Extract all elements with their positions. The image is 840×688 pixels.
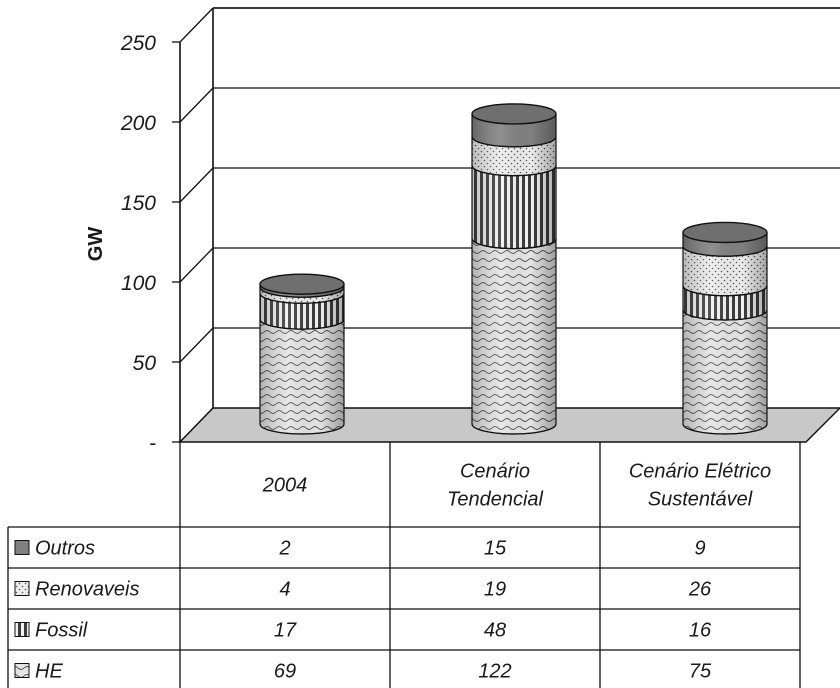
legend-swatch [14, 622, 30, 637]
bar-stack [682, 221, 768, 435]
legend-label: Outros [35, 538, 95, 560]
bar-shading [683, 310, 767, 434]
gridline-side [179, 167, 214, 203]
table-value: 19 [484, 579, 506, 601]
segment-seam [471, 423, 557, 435]
table-value: 122 [478, 661, 511, 683]
category-label: Sustentável [648, 489, 753, 511]
y-tick-label: 50 [133, 352, 157, 375]
bar-top-cap [259, 273, 345, 295]
gridline-side [179, 247, 214, 283]
table-value: 75 [689, 661, 712, 683]
legend-swatch [14, 663, 30, 678]
table-value: 69 [274, 661, 296, 683]
table-value: 17 [274, 620, 297, 642]
table-value: 2 [278, 538, 290, 560]
bar-shading [472, 113, 556, 147]
segment-seam [682, 423, 768, 435]
bar-shading [472, 136, 556, 176]
table-value: 4 [279, 579, 290, 601]
segment-seam [259, 293, 345, 304]
bar-top-cap [682, 221, 768, 244]
y-tick-label: 200 [120, 112, 156, 135]
bar-shading [683, 232, 767, 257]
bar-shading [683, 285, 767, 320]
table-value: 9 [694, 538, 705, 560]
bar-shading [683, 246, 767, 296]
bar-top-cap [471, 103, 557, 125]
table-value: 48 [484, 620, 506, 642]
segment-seam [471, 136, 557, 148]
segment-seam [259, 287, 345, 298]
bar-shading [260, 284, 344, 298]
table-value: 26 [688, 579, 712, 601]
data-table: 2004 Cenário Tendencial Cenário Elétrico Sus… [7, 442, 801, 688]
segment-seam [682, 246, 768, 257]
y-tick-label: 150 [121, 192, 156, 215]
segment-seam [259, 318, 345, 330]
y-tick-label: - [149, 432, 156, 455]
category-label: 2004 [262, 475, 308, 497]
bar-shading [472, 238, 556, 434]
legend-swatch [14, 540, 30, 555]
gridline-side [179, 87, 214, 123]
segment-seam [682, 285, 768, 297]
bar-stack [471, 103, 557, 435]
segment-seam [682, 309, 768, 321]
category-label: Tendencial [447, 489, 544, 511]
gridline-side [179, 7, 214, 43]
legend-label: Fossil [35, 620, 88, 642]
segment-seam [259, 423, 345, 435]
gridline-side [179, 327, 214, 363]
legend-swatch [14, 581, 30, 596]
segment-seam [471, 238, 557, 250]
bars [259, 103, 768, 435]
y-tick-label: 250 [120, 32, 156, 55]
y-axis-label: GW [85, 227, 107, 262]
bar-stack [259, 273, 345, 435]
category-label: Cenário [460, 461, 530, 483]
category-label: Cenário Elétrico [629, 461, 771, 483]
bar-shading [260, 319, 344, 434]
segment-seam [471, 165, 557, 177]
legend-label: Renovaveis [35, 579, 140, 601]
table-value: 16 [689, 620, 712, 642]
table-value: 15 [484, 538, 507, 560]
bar-shading [472, 165, 556, 249]
y-tick-label: 100 [121, 272, 156, 295]
bar-shading [260, 287, 344, 304]
legend-label: HE [35, 661, 63, 683]
y-axis-ticks: - 50 100 150 200 250 [120, 32, 156, 455]
